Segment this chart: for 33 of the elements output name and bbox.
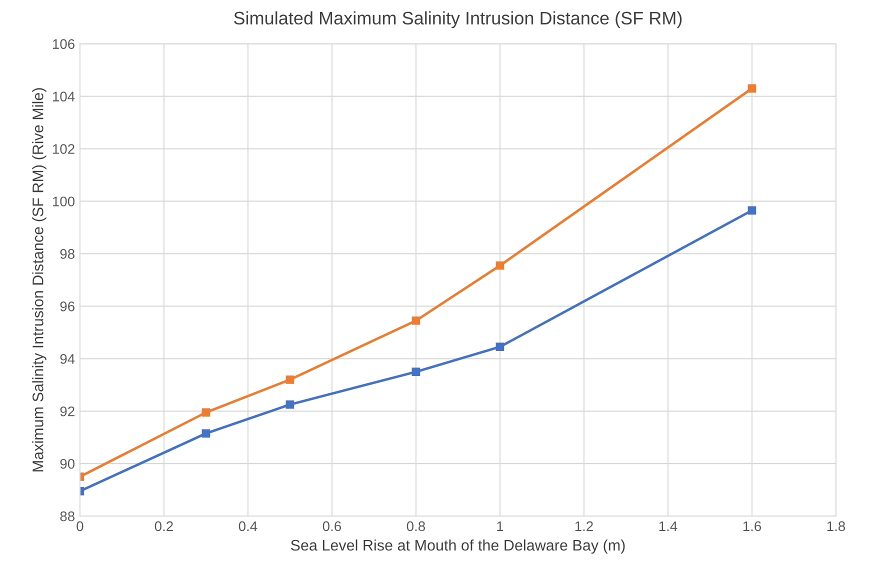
chart-title: Simulated Maximum Salinity Intrusion Distance (SF RM) — [234, 11, 682, 28]
y-tick-label: 92 — [60, 406, 74, 416]
x-tick-label: 0.8 — [406, 521, 426, 532]
y-tick-label: 88 — [60, 511, 74, 522]
x-tick-label: 1.8 — [827, 521, 846, 532]
point — [496, 342, 504, 352]
y-tick-label: 98 — [60, 249, 74, 259]
y-tick-label: 102 — [52, 144, 74, 154]
y-tick-label: 90 — [60, 458, 75, 469]
y-tick-label: 94 — [60, 354, 75, 364]
point — [286, 375, 294, 384]
x-tick-label: 0 — [76, 521, 84, 532]
x-tick-label: 1.6 — [743, 521, 762, 532]
point — [286, 400, 294, 409]
y-tick-label: 106 — [52, 39, 74, 49]
point — [412, 368, 420, 376]
x-tick-label: 0.4 — [238, 521, 258, 532]
y-tick-label: 100 — [52, 196, 75, 206]
point — [748, 206, 756, 215]
x-tick-label: 1 — [497, 521, 504, 532]
y-axis-title: Maximum Salinity Intrusion Distance (SF RM) (Rive Mile) — [32, 88, 46, 472]
y-tick-label: 104 — [52, 92, 75, 102]
x-axis-title: Sea Level Rise at Mouth of the Delaware Bay (m) — [290, 539, 625, 554]
x-tick-label: 1.4 — [659, 521, 678, 532]
point — [202, 429, 210, 438]
point — [748, 84, 756, 93]
x-tick-label: 0.2 — [154, 521, 173, 532]
x-tick-label: 1.2 — [575, 521, 593, 532]
point — [496, 261, 504, 270]
point — [202, 408, 210, 417]
x-tick-label: 0.6 — [322, 521, 341, 532]
point — [412, 316, 420, 325]
y-tick-label: 96 — [60, 302, 74, 312]
